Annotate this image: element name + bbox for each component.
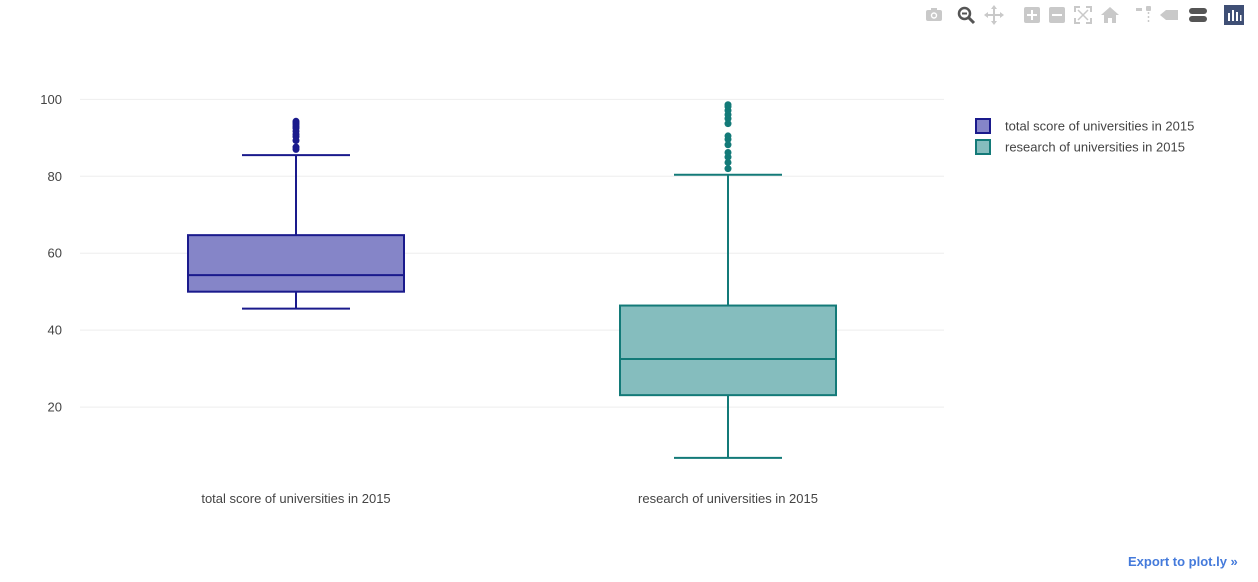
zoom-icon[interactable]: [955, 4, 977, 26]
legend-label: total score of universities in 2015: [1005, 119, 1194, 134]
spike-lines-icon[interactable]: [1132, 4, 1154, 26]
x-tick-label: total score of universities in 2015: [201, 491, 390, 506]
y-tick-label: 40: [48, 323, 62, 338]
zoom-in-icon[interactable]: [1021, 4, 1043, 26]
outlier-point: [724, 165, 732, 173]
box-trace: [619, 101, 837, 459]
outlier-point: [724, 101, 732, 109]
pan-icon[interactable]: [983, 4, 1005, 26]
legend[interactable]: total score of universities in 2015 resea…: [975, 118, 1194, 155]
outlier-point: [292, 143, 300, 151]
outlier-point: [292, 117, 300, 125]
autoscale-icon[interactable]: [1072, 4, 1094, 26]
legend-swatch: [975, 118, 991, 134]
outlier-point: [724, 132, 732, 140]
legend-swatch: [975, 139, 991, 155]
legend-item[interactable]: total score of universities in 2015: [975, 118, 1194, 134]
outlier-point: [724, 120, 732, 128]
reset-axes-icon[interactable]: [1099, 4, 1121, 26]
box-trace: [187, 117, 405, 310]
x-axis: total score of universities in 2015 resea…: [201, 491, 818, 506]
y-tick-label: 80: [48, 169, 62, 184]
camera-icon[interactable]: [923, 4, 945, 26]
outlier-point: [724, 158, 732, 166]
hover-closest-icon[interactable]: [1158, 4, 1180, 26]
box-layer: [187, 101, 837, 459]
y-tick-label: 100: [40, 92, 62, 107]
box-iqr: [187, 234, 405, 293]
hover-compare-icon[interactable]: [1187, 4, 1209, 26]
y-axis: 20 40 60 80 100: [40, 92, 62, 415]
box-iqr: [619, 304, 837, 397]
y-tick-label: 60: [48, 246, 62, 261]
y-tick-label: 20: [48, 400, 62, 415]
zoom-out-icon[interactable]: [1046, 4, 1068, 26]
outlier-point: [724, 148, 732, 156]
x-tick-label: research of universities in 2015: [638, 491, 818, 506]
outlier-point: [724, 141, 732, 149]
plotly-logo-icon[interactable]: [1223, 4, 1245, 26]
export-to-plotly-link[interactable]: Export to plot.ly »: [1128, 554, 1238, 569]
legend-item[interactable]: research of universities in 2015: [975, 139, 1185, 155]
legend-label: research of universities in 2015: [1005, 140, 1185, 155]
